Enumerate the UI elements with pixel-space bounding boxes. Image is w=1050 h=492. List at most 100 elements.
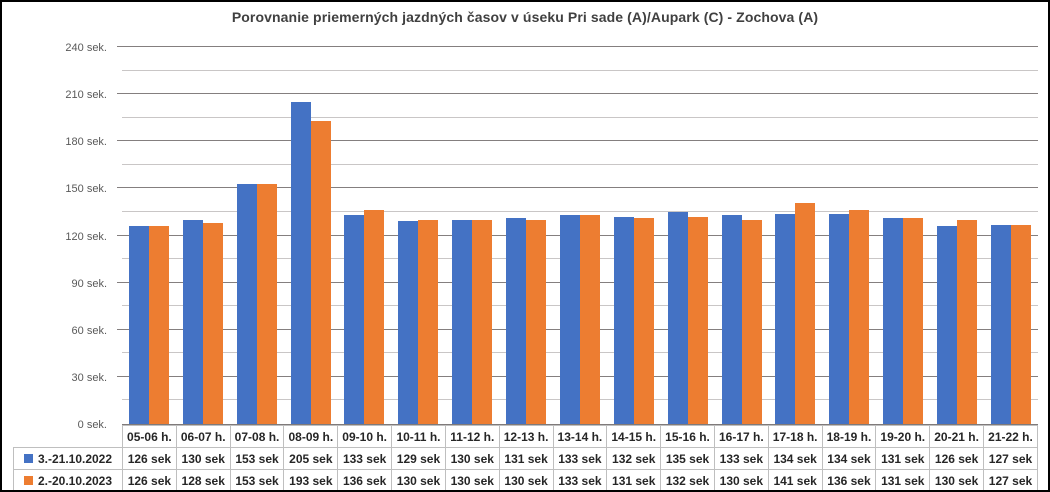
minor-gridline <box>122 210 1038 212</box>
bar-category <box>176 47 230 424</box>
value-cell: 205 sek <box>283 447 339 470</box>
bar-series-1 <box>667 211 688 424</box>
value-cell: 131 sek <box>875 447 931 470</box>
value-cell: 130 sek <box>498 469 554 490</box>
category-header-cell: 11-12 h. <box>444 425 500 448</box>
value-cell: 126 sek <box>122 469 177 490</box>
value-cell: 130 sek <box>391 469 446 490</box>
category-header-cell: 16-17 h. <box>713 425 769 448</box>
legend-item: 3.-21.10.2022 <box>13 447 123 470</box>
bar-category <box>338 47 392 424</box>
minor-gridline <box>122 163 1038 165</box>
major-gridline <box>117 187 1038 189</box>
value-cell: 132 sek <box>606 447 662 470</box>
y-axis-tick-label: 180 sek. <box>65 136 107 149</box>
bar-series-1 <box>990 224 1011 424</box>
y-axis-tick-label: 150 sek. <box>65 183 107 196</box>
value-cell: 153 sek <box>229 469 285 490</box>
bar-category <box>661 47 715 424</box>
bar-category <box>769 47 823 424</box>
bar-series-1 <box>452 219 473 424</box>
major-gridline <box>117 93 1038 95</box>
bar-category <box>822 47 876 424</box>
category-header-cell: 12-13 h. <box>498 425 554 448</box>
category-header-cell: 05-06 h. <box>122 425 177 448</box>
data-table: 05-06 h. 06-07 h. 07-08 h. 08-09 h. 09-10 h.… <box>13 425 1038 490</box>
minor-gridline <box>122 69 1038 71</box>
category-header-cell: 18-19 h. <box>821 425 877 448</box>
bar-series-1 <box>721 215 742 424</box>
bar-series-1 <box>775 213 796 424</box>
category-header-cell: 14-15 h. <box>606 425 662 448</box>
category-header-cell: 10-11 h. <box>391 425 446 448</box>
y-axis-tick-label: 90 sek. <box>71 277 107 290</box>
category-header-cell: 17-18 h. <box>767 425 823 448</box>
bar-series-2 <box>687 216 708 424</box>
bar-series-2 <box>310 120 331 424</box>
bar-series-1 <box>290 101 311 424</box>
value-cell: 126 sek <box>929 447 984 470</box>
bar-series-2 <box>472 219 493 424</box>
bar-series-1 <box>236 183 257 424</box>
bar-series-1 <box>883 218 904 424</box>
bar-series-1 <box>829 213 850 424</box>
value-cell: 134 sek <box>821 447 877 470</box>
bar-series-2 <box>256 183 277 424</box>
bar-category <box>715 47 769 424</box>
minor-gridline <box>122 116 1038 118</box>
major-gridline <box>117 140 1038 142</box>
value-cell: 133 sek <box>552 469 608 490</box>
y-axis-tick-label: 30 sek. <box>71 371 107 384</box>
bar-series-1 <box>182 219 203 424</box>
bar-series-2 <box>633 218 654 424</box>
bar-category <box>984 47 1038 424</box>
value-cell: 136 sek <box>821 469 877 490</box>
category-header-cell: 20-21 h. <box>929 425 984 448</box>
y-axis-tick-label: 0 sek. <box>77 419 107 431</box>
value-cell: 133 sek <box>713 447 769 470</box>
bar-series-2 <box>849 210 870 424</box>
bar-series-2 <box>202 222 223 424</box>
bar-series-2 <box>903 218 924 424</box>
bar-series-2 <box>741 219 762 424</box>
value-cell: 130 sek <box>444 469 500 490</box>
category-header-cell: 21-22 h. <box>983 425 1038 448</box>
legend-color-swatch <box>23 475 33 485</box>
bar-category <box>230 47 284 424</box>
value-cell: 127 sek <box>983 447 1038 470</box>
value-cell: 130 sek <box>444 447 500 470</box>
legend-series-label: 2.-20.10.2023 <box>37 473 113 488</box>
bar-series-2 <box>364 210 385 424</box>
legend-item: 2.-20.10.2023 <box>13 469 123 490</box>
category-header-cell: 15-16 h. <box>660 425 715 448</box>
value-cell: 133 sek <box>337 447 393 470</box>
bar-category <box>445 47 499 424</box>
value-cell: 131 sek <box>875 469 931 490</box>
table-corner-cell <box>14 426 123 448</box>
category-header-cell: 07-08 h. <box>229 425 285 448</box>
bar-category <box>607 47 661 424</box>
value-cell: 135 sek <box>660 447 715 470</box>
y-axis-tick-label: 240 sek. <box>65 42 107 54</box>
bar-series-2 <box>795 202 816 424</box>
bar-series-2 <box>579 215 600 424</box>
value-cell: 133 sek <box>552 447 608 470</box>
category-header-cell: 13-14 h. <box>552 425 608 448</box>
value-cell: 130 sek <box>713 469 769 490</box>
table-header-row: 05-06 h. 06-07 h. 07-08 h. 08-09 h. 09-10 h.… <box>14 425 1038 448</box>
y-axis-tick-label: 210 sek. <box>65 89 107 102</box>
bar-series-1 <box>937 226 958 424</box>
legend-color-swatch <box>23 453 33 463</box>
value-cell: 127 sek <box>983 469 1038 490</box>
bar-series-1 <box>506 218 527 424</box>
bar-series-1 <box>398 221 419 424</box>
chart-title: Porovnanie priemerných jazdných časov v … <box>231 9 819 25</box>
table-series-row: 2.-20.10.2023 126 sek 128 sek 153 sek 193 se… <box>13 469 1038 490</box>
category-header-cell: 09-10 h. <box>337 425 393 448</box>
value-cell: 132 sek <box>660 469 715 490</box>
plot-area <box>117 46 1038 425</box>
bar-series-2 <box>957 219 978 424</box>
value-cell: 134 sek <box>767 447 823 470</box>
bar-series-2 <box>1010 224 1031 424</box>
